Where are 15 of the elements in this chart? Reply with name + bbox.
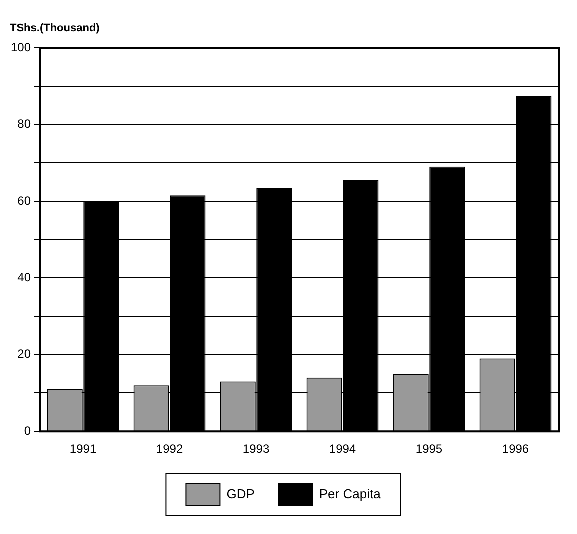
legend-label: GDP — [226, 486, 255, 502]
x-tick-label: 1992 — [156, 442, 184, 456]
y-tick-label: 40 — [18, 270, 32, 284]
y-axis-title: TShs.(Thousand) — [10, 22, 100, 35]
x-tick-label: 1996 — [502, 442, 530, 456]
x-tick-label: 1991 — [70, 442, 97, 456]
x-tick-label: 1994 — [329, 442, 356, 456]
y-tick-label: 0 — [24, 424, 32, 438]
y-tick-label: 60 — [18, 194, 32, 208]
y-tick-label: 20 — [18, 347, 32, 362]
x-tick-label: 1993 — [242, 442, 270, 456]
legend-label: Per Capita — [319, 486, 382, 502]
y-tick-label: 100 — [10, 40, 32, 54]
x-tick-label: 1995 — [416, 442, 443, 456]
y-tick-label: 80 — [18, 117, 32, 132]
